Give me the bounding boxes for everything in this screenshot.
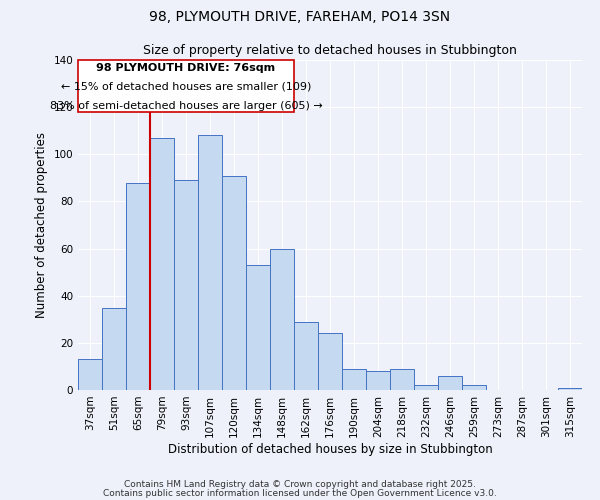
Bar — [390, 369, 414, 390]
Y-axis label: Number of detached properties: Number of detached properties — [35, 132, 48, 318]
Bar — [462, 386, 486, 390]
Text: 98, PLYMOUTH DRIVE, FAREHAM, PO14 3SN: 98, PLYMOUTH DRIVE, FAREHAM, PO14 3SN — [149, 10, 451, 24]
Bar — [558, 388, 582, 390]
Bar — [414, 386, 438, 390]
X-axis label: Distribution of detached houses by size in Stubbington: Distribution of detached houses by size … — [167, 442, 493, 456]
Bar — [222, 176, 246, 390]
Text: ← 15% of detached houses are smaller (109): ← 15% of detached houses are smaller (10… — [61, 82, 311, 92]
Bar — [294, 322, 318, 390]
Bar — [174, 180, 198, 390]
Title: Size of property relative to detached houses in Stubbington: Size of property relative to detached ho… — [143, 44, 517, 58]
Bar — [246, 265, 270, 390]
Text: Contains public sector information licensed under the Open Government Licence v3: Contains public sector information licen… — [103, 489, 497, 498]
FancyBboxPatch shape — [78, 60, 294, 112]
Bar — [198, 136, 222, 390]
Text: 98 PLYMOUTH DRIVE: 76sqm: 98 PLYMOUTH DRIVE: 76sqm — [97, 64, 275, 74]
Bar — [270, 248, 294, 390]
Bar — [102, 308, 126, 390]
Bar — [342, 369, 366, 390]
Bar — [126, 182, 150, 390]
Bar — [438, 376, 462, 390]
Text: 83% of semi-detached houses are larger (605) →: 83% of semi-detached houses are larger (… — [50, 101, 322, 112]
Bar — [150, 138, 174, 390]
Bar — [318, 334, 342, 390]
Bar — [366, 371, 390, 390]
Text: Contains HM Land Registry data © Crown copyright and database right 2025.: Contains HM Land Registry data © Crown c… — [124, 480, 476, 489]
Bar — [78, 360, 102, 390]
